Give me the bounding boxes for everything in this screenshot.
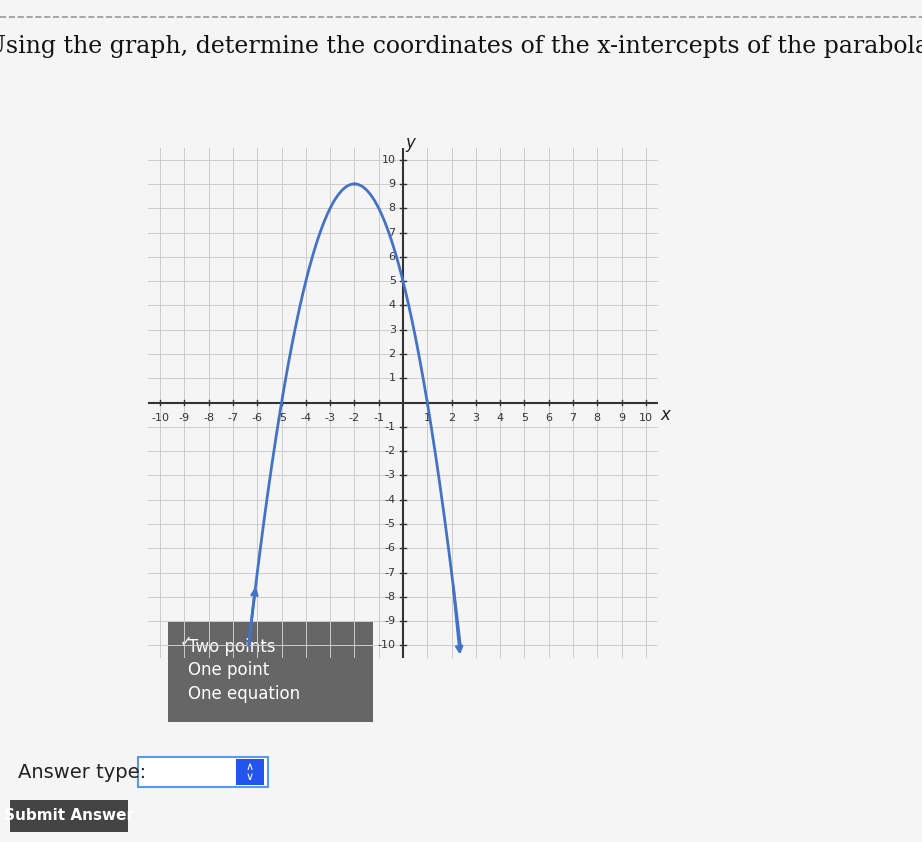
- Text: 6: 6: [389, 252, 396, 262]
- Bar: [10, 800, 128, 832]
- Text: -3: -3: [384, 471, 396, 480]
- Text: 6: 6: [545, 413, 552, 424]
- Text: 8: 8: [594, 413, 601, 424]
- Text: 4: 4: [388, 301, 396, 311]
- Text: ∨: ∨: [246, 771, 254, 781]
- Text: 5: 5: [389, 276, 396, 286]
- Text: -1: -1: [384, 422, 396, 432]
- Text: 2: 2: [388, 349, 396, 359]
- Text: y: y: [406, 134, 415, 152]
- Text: -4: -4: [301, 413, 312, 424]
- Text: Two points: Two points: [188, 638, 276, 656]
- Text: 2: 2: [448, 413, 455, 424]
- Text: -1: -1: [373, 413, 384, 424]
- Text: ∧: ∧: [246, 762, 254, 772]
- Text: -6: -6: [384, 543, 396, 553]
- Text: -7: -7: [228, 413, 239, 424]
- Text: 8: 8: [388, 203, 396, 213]
- Text: Submit Answer: Submit Answer: [4, 808, 134, 823]
- Text: 9: 9: [618, 413, 625, 424]
- Text: 7: 7: [388, 227, 396, 237]
- Text: x: x: [660, 406, 670, 424]
- Text: -5: -5: [384, 519, 396, 529]
- Text: -10: -10: [151, 413, 169, 424]
- Text: 10: 10: [382, 155, 396, 165]
- Bar: [236, 759, 264, 785]
- Text: -5: -5: [276, 413, 287, 424]
- Text: 3: 3: [389, 325, 396, 334]
- Text: -4: -4: [384, 494, 396, 504]
- Text: -6: -6: [252, 413, 263, 424]
- Text: 9: 9: [388, 179, 396, 189]
- Bar: [138, 757, 268, 787]
- Text: -9: -9: [179, 413, 190, 424]
- Text: 5: 5: [521, 413, 528, 424]
- Text: -2: -2: [349, 413, 360, 424]
- Text: Using the graph, determine the coordinates of the x-intercepts of the parabola.: Using the graph, determine the coordinat…: [0, 35, 922, 58]
- Text: -9: -9: [384, 616, 396, 626]
- Text: 3: 3: [472, 413, 479, 424]
- Text: 4: 4: [497, 413, 503, 424]
- Text: -8: -8: [203, 413, 214, 424]
- Bar: [168, 622, 373, 722]
- Text: One equation: One equation: [188, 685, 301, 703]
- Text: One point: One point: [188, 661, 269, 679]
- Text: -2: -2: [384, 446, 396, 456]
- Text: Answer type:: Answer type:: [18, 763, 146, 781]
- Text: -7: -7: [384, 568, 396, 578]
- Text: ✓: ✓: [180, 634, 193, 649]
- Text: 1: 1: [424, 413, 431, 424]
- Text: 7: 7: [570, 413, 576, 424]
- Text: -8: -8: [384, 592, 396, 602]
- Text: -3: -3: [325, 413, 336, 424]
- Text: -10: -10: [378, 641, 396, 650]
- Text: 10: 10: [639, 413, 653, 424]
- Text: 1: 1: [389, 373, 396, 383]
